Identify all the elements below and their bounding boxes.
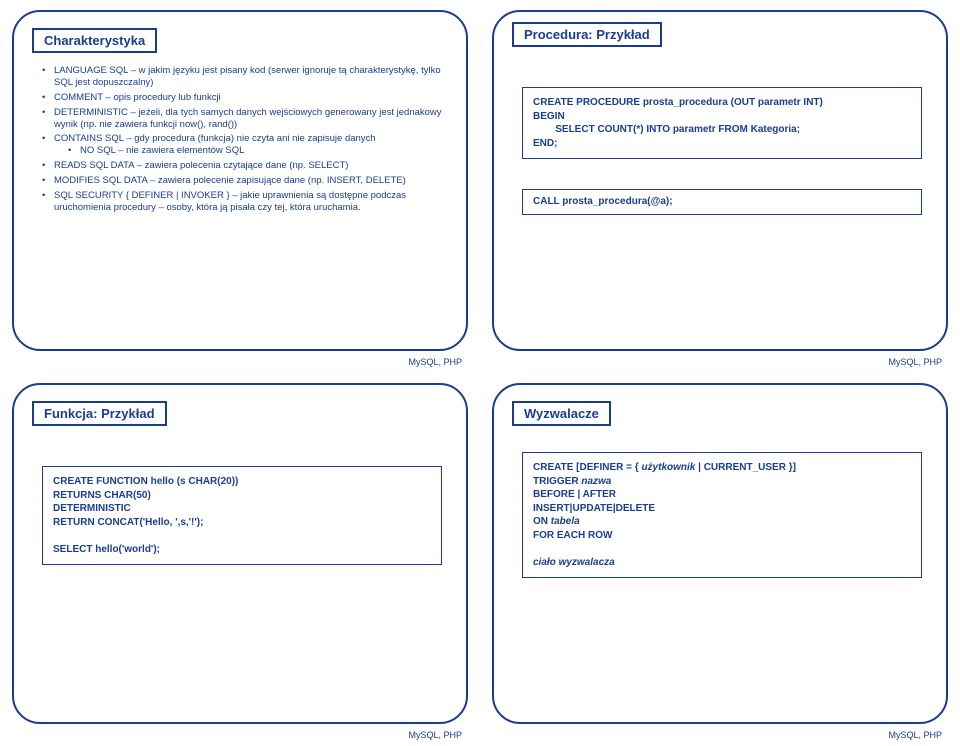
slide-title: Procedura: Przykład [524, 27, 650, 42]
code-segment: TRIGGER [533, 476, 581, 487]
code-segment: użytkownik [641, 462, 695, 473]
code-segment: BEFORE | AFTER [533, 489, 616, 500]
slide-4: Wyzwalacze CREATE [DEFINER = { użytkowni… [480, 373, 960, 746]
slide-title-box: Procedura: Przykład [512, 22, 662, 47]
code-segment: tabela [551, 516, 580, 527]
code-segment: | CURRENT_USER }] [695, 462, 796, 473]
code-block: CREATE [DEFINER = { użytkownik | CURRENT… [522, 452, 922, 578]
slide-content: CREATE PROCEDURE prosta_procedura (OUT p… [494, 47, 946, 223]
bullet-item: LANGUAGE SQL – w jakim języku jest pisan… [42, 65, 442, 89]
bullet-item: DETERMINISTIC – jeżeli, dla tych samych … [42, 107, 442, 131]
slide-title: Charakterystyka [44, 33, 145, 48]
slide-title: Funkcja: Przykład [44, 406, 155, 421]
slide-grid: Charakterystyka LANGUAGE SQL – w jakim j… [0, 0, 960, 746]
slide-3: Funkcja: Przykład CREATE FUNCTION hello … [0, 373, 480, 746]
slide-footer: MySQL, PHP [888, 730, 942, 740]
code-segment: CREATE [DEFINER = { [533, 462, 641, 473]
code-segment: FOR EACH ROW [533, 530, 612, 541]
code-block: CREATE FUNCTION hello (s CHAR(20)) RETUR… [42, 466, 442, 565]
bullet-item: SQL SECURITY { DEFINER | INVOKER } – jak… [42, 190, 442, 214]
code-segment: nazwa [581, 476, 611, 487]
bullet-item: MODIFIES SQL DATA – zawiera polecenie za… [42, 175, 442, 187]
slide-title: Wyzwalacze [524, 406, 599, 421]
slide-title-box: Funkcja: Przykład [32, 401, 167, 426]
slide-content: CREATE [DEFINER = { użytkownik | CURRENT… [494, 426, 946, 598]
bullet-list: LANGUAGE SQL – w jakim języku jest pisan… [42, 65, 442, 214]
code-segment: INSERT|UPDATE|DELETE [533, 503, 655, 514]
slide-title-box: Wyzwalacze [512, 401, 611, 426]
code-segment: ciało wyzwalacza [533, 557, 615, 568]
sub-bullet-item: NO SQL – nie zawiera elementów SQL [68, 145, 442, 157]
slide-content: LANGUAGE SQL – w jakim języku jest pisan… [14, 53, 466, 225]
code-segment: ON [533, 516, 551, 527]
slide-1: Charakterystyka LANGUAGE SQL – w jakim j… [0, 0, 480, 373]
slide-content: CREATE FUNCTION hello (s CHAR(20)) RETUR… [14, 426, 466, 585]
slide-footer: MySQL, PHP [408, 730, 462, 740]
slide-2: Procedura: Przykład CREATE PROCEDURE pro… [480, 0, 960, 373]
code-block-2: CALL prosta_procedura(@a); [522, 189, 922, 215]
bullet-item: READS SQL DATA – zawiera polecenia czyta… [42, 160, 442, 172]
code-block-1: CREATE PROCEDURE prosta_procedura (OUT p… [522, 87, 922, 159]
bullet-item: CONTAINS SQL – gdy procedura (funkcja) n… [42, 133, 442, 157]
slide-footer: MySQL, PHP [408, 357, 462, 367]
slide-title-box: Charakterystyka [32, 28, 157, 53]
slide-footer: MySQL, PHP [888, 357, 942, 367]
code-line: CALL prosta_procedura(@a); [533, 196, 673, 207]
bullet-item: COMMENT – opis procedury lub funkcji [42, 92, 442, 104]
